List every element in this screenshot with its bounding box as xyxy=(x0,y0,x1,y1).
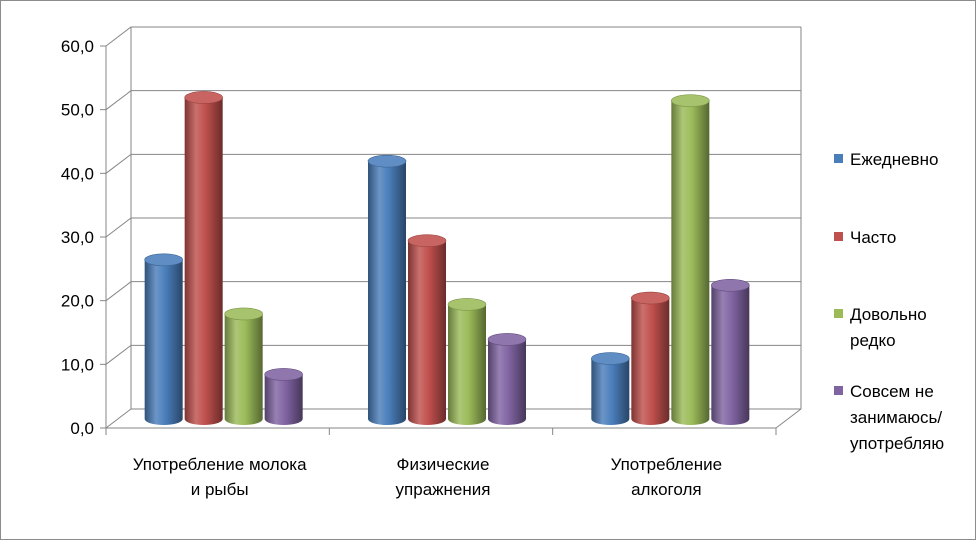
x-tick-label: Физические упражнения xyxy=(396,455,491,499)
bar-body xyxy=(224,313,263,426)
legend: Ежедневно Часто Довольно редко Совсем не зани… xyxy=(834,150,944,453)
bar-top xyxy=(447,298,487,311)
floor-right-edge xyxy=(775,408,802,429)
bar-top xyxy=(144,253,183,267)
bar xyxy=(407,234,447,425)
bar-body xyxy=(711,285,750,426)
bar-top xyxy=(487,333,527,346)
bar-body xyxy=(488,339,526,425)
bar xyxy=(711,278,750,426)
bar xyxy=(671,94,710,426)
bar-body xyxy=(184,97,223,426)
bar-top xyxy=(631,291,670,305)
bar-top xyxy=(711,278,750,292)
gridlines xyxy=(105,26,801,429)
bar-top xyxy=(407,234,447,248)
legend-entry: Совсем не занимаюсь/употребляю xyxy=(834,382,944,453)
x-axis: Употребление молока и рыбы Физические упраж… xyxy=(105,427,777,499)
legend-swatch xyxy=(834,154,843,163)
y-tick-label: 0,0 xyxy=(70,419,94,438)
gridline xyxy=(105,408,801,429)
legend-swatch xyxy=(834,309,843,318)
bar xyxy=(631,291,670,426)
y-axis: 0,0 10,0 20,0 30,0 40,0 50,0 60,0 xyxy=(61,37,107,438)
gridline xyxy=(105,26,801,47)
gridline xyxy=(105,344,801,365)
bar-body xyxy=(631,298,670,426)
bar xyxy=(224,307,263,426)
bars xyxy=(144,91,750,426)
bar-top xyxy=(591,352,630,365)
bar xyxy=(487,333,527,425)
bar-top xyxy=(224,307,263,321)
y-tick-label: 30,0 xyxy=(61,228,94,247)
bar xyxy=(264,368,303,426)
bar-top xyxy=(184,91,223,104)
bar-body xyxy=(591,358,630,426)
y-tick-label: 20,0 xyxy=(61,292,94,311)
bar-body xyxy=(448,304,486,425)
x-tick-label: Употребление молока и рыбы xyxy=(133,455,307,499)
bar-body xyxy=(408,240,446,425)
bar xyxy=(447,298,487,425)
y-tick-label: 50,0 xyxy=(61,101,94,120)
legend-label: Ежедневно xyxy=(850,150,938,169)
bar-body xyxy=(144,259,183,426)
legend-entry: Ежедневно xyxy=(834,150,938,169)
x-tick-label: Употребление алкоголя xyxy=(611,455,723,499)
bar-body xyxy=(368,161,406,425)
legend-label: Довольно редко xyxy=(850,305,927,350)
gridline xyxy=(105,90,801,111)
legend-entry: Довольно редко xyxy=(834,305,927,350)
bar-top xyxy=(671,94,710,107)
legend-entry: Часто xyxy=(834,228,896,247)
y-tick-label: 40,0 xyxy=(61,164,94,183)
legend-swatch xyxy=(834,386,843,395)
legend-label: Совсем не занимаюсь/употребляю xyxy=(850,382,944,453)
y-tick-label: 10,0 xyxy=(61,355,94,374)
bar xyxy=(367,154,407,425)
gridline xyxy=(105,217,801,238)
gridline xyxy=(105,281,801,302)
bar-top xyxy=(367,154,407,168)
bar-top xyxy=(264,368,303,381)
bar xyxy=(184,91,223,426)
bar-body xyxy=(671,100,710,426)
bar xyxy=(591,352,630,426)
y-tick-label: 60,0 xyxy=(61,37,94,56)
legend-swatch xyxy=(834,232,843,241)
bar-body xyxy=(264,374,303,426)
gridline xyxy=(105,153,801,174)
bar xyxy=(144,253,183,426)
legend-label: Часто xyxy=(850,228,896,247)
